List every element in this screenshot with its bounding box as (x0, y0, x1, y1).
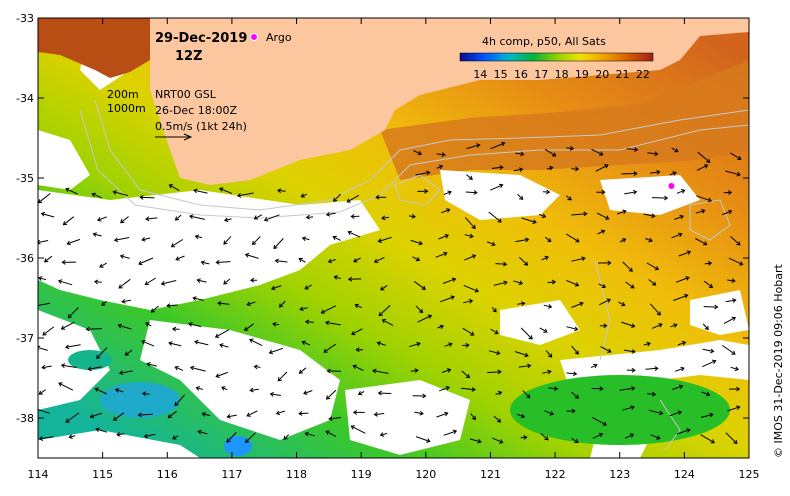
lat-tick-label: -38 (16, 412, 34, 425)
colorbar-tick-label: 15 (494, 68, 508, 81)
argo-legend-marker (251, 34, 258, 41)
lon-tick-label: 115 (92, 468, 113, 481)
lat-tick-label: -37 (16, 332, 34, 345)
current-time-label: 26-Dec 18:00Z (155, 104, 237, 117)
colorbar-tick-label: 19 (575, 68, 589, 81)
map-date: 29-Dec-2019 (155, 31, 247, 46)
argo-legend-label: Argo (266, 31, 292, 44)
lon-tick-label: 114 (28, 468, 49, 481)
colorbar-tick-label: 17 (534, 68, 548, 81)
colorbar-tick-label: 21 (616, 68, 630, 81)
map-area (34, 18, 749, 458)
colorbar-tick-label: 16 (514, 68, 528, 81)
lon-tick-label: 120 (415, 468, 436, 481)
lon-tick-label: 121 (480, 468, 501, 481)
credit-text: © IMOS 31-Dec-2019 09:06 Hobart (772, 263, 785, 458)
lat-tick-label: -34 (16, 92, 34, 105)
colorbar (460, 53, 653, 61)
lon-tick-label: 124 (674, 468, 695, 481)
lon-tick-label: 122 (545, 468, 566, 481)
colorbar-tick-label: 20 (595, 68, 609, 81)
current-vector (652, 198, 667, 199)
argo-float-marker (668, 183, 675, 190)
current-vector (86, 329, 101, 330)
lon-tick-label: 119 (351, 468, 372, 481)
lat-tick-label: -36 (16, 252, 34, 265)
current-vector (299, 413, 308, 414)
lat-tick-label: -33 (16, 12, 34, 25)
colorbar-title: 4h comp, p50, All Sats (482, 35, 606, 48)
colorbar-tick-label: 18 (555, 68, 569, 81)
colorbar-ticks: 14 15 16 17 18 19 20 21 22 (473, 68, 650, 81)
lon-tick-label: 116 (157, 468, 178, 481)
depth-label-1000m: 1000m (107, 102, 146, 115)
current-vector-head (34, 407, 37, 411)
lon-tick-label: 123 (609, 468, 630, 481)
product-label: NRT00 GSL (155, 88, 217, 101)
current-vector (466, 192, 477, 193)
depth-label-200m: 200m (107, 88, 139, 101)
lon-tick-label: 125 (739, 468, 760, 481)
current-vector (704, 307, 718, 308)
colorbar-tick-label: 22 (636, 68, 650, 81)
lon-tick-label: 117 (221, 468, 242, 481)
map-hour: 12Z (175, 49, 203, 64)
current-vector (379, 393, 392, 394)
current-vector (140, 197, 154, 198)
lon-tick-label: 118 (286, 468, 307, 481)
velocity-scale-label: 0.5m/s (1kt 24h) (155, 120, 247, 133)
lat-tick-label: -35 (16, 172, 34, 185)
colorbar-tick-label: 14 (473, 68, 487, 81)
